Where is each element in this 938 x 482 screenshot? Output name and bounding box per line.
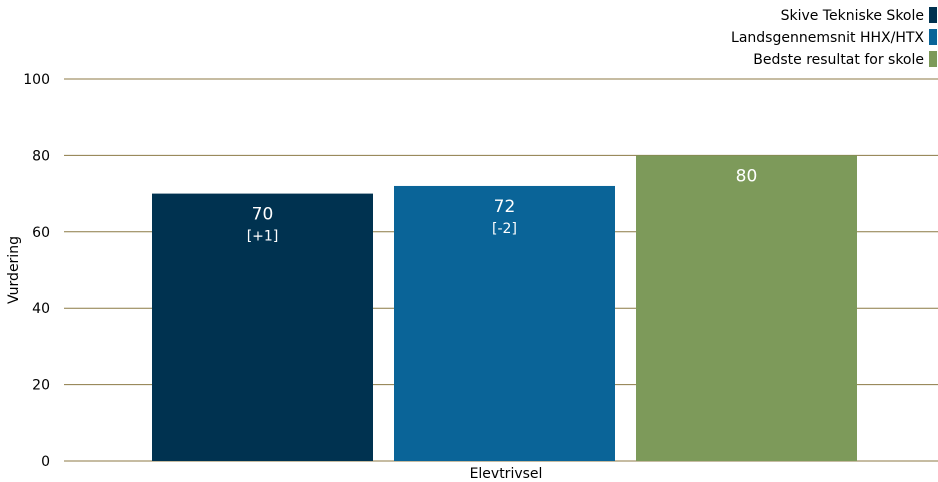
bar bbox=[636, 155, 857, 461]
legend: Skive Tekniske Skole Landsgennemsnit HHX/… bbox=[731, 7, 937, 68]
bar bbox=[152, 193, 373, 461]
legend-label: Skive Tekniske Skole bbox=[781, 8, 924, 24]
legend-label: Landsgennemsnit HHX/HTX bbox=[731, 30, 924, 46]
legend-label: Bedste resultat for skole bbox=[753, 52, 924, 68]
bar bbox=[394, 185, 615, 461]
legend-swatch bbox=[929, 29, 937, 45]
y-tick-label: 0 bbox=[41, 454, 50, 470]
bar-change-label: [-2] bbox=[492, 221, 517, 237]
bars bbox=[152, 155, 857, 461]
y-tick-label: 80 bbox=[32, 148, 50, 164]
x-category-label: Elevtrivsel bbox=[470, 466, 543, 482]
legend-swatch bbox=[929, 7, 937, 23]
y-tick-label: 60 bbox=[32, 225, 50, 241]
y-tick-labels: 0 20 40 60 80 100 bbox=[23, 72, 50, 470]
bar-value-label: 72 bbox=[494, 197, 516, 217]
bar-value-label: 70 bbox=[252, 205, 274, 225]
y-tick-label: 100 bbox=[23, 72, 50, 88]
y-tick-label: 20 bbox=[32, 378, 50, 394]
bar-change-label: [+1] bbox=[247, 229, 279, 245]
y-axis-title: Vurdering bbox=[6, 236, 22, 304]
y-tick-label: 40 bbox=[32, 301, 50, 317]
legend-swatch bbox=[929, 51, 937, 67]
bar-value-label: 80 bbox=[736, 166, 758, 186]
bar-labels: 70 [+1] 72 [-2] 80 bbox=[247, 166, 758, 244]
